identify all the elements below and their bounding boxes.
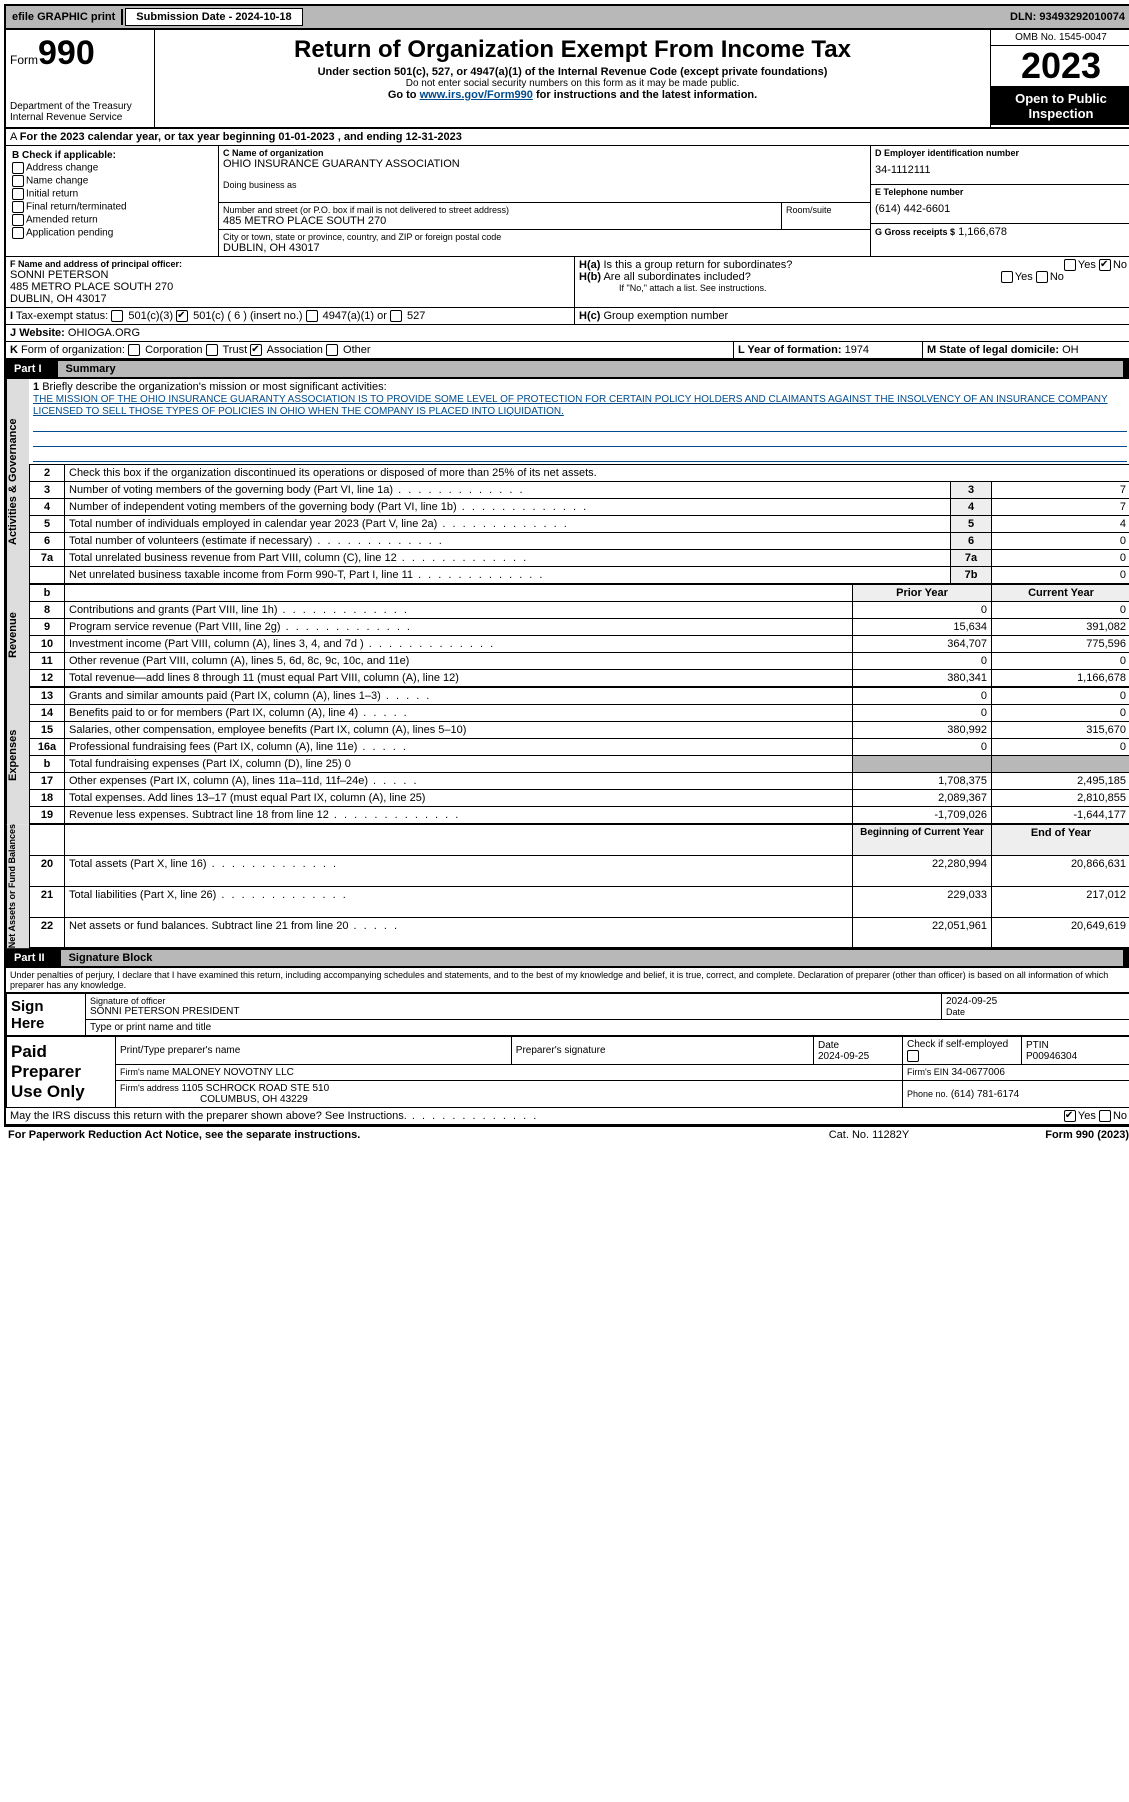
table-row: 16aProfessional fundraising fees (Part I…: [30, 739, 1129, 756]
table-row: 14Benefits paid to or for members (Part …: [30, 705, 1129, 722]
dept-treasury: Department of the Treasury: [10, 101, 150, 112]
section-k: K Form of organization: Corporation Trus…: [6, 342, 734, 358]
h-a: H(a) Is this a group return for subordin…: [579, 259, 1127, 271]
right-info: D Employer identification number 34-1112…: [870, 146, 1129, 256]
section-b: B Check if applicable: Address change Na…: [6, 146, 219, 256]
phone: (614) 442-6601: [875, 197, 1127, 221]
table-row: 9Program service revenue (Part VIII, lin…: [30, 619, 1129, 636]
sign-here: Sign Here Signature of officer SONNI PET…: [6, 993, 1129, 1036]
form-990: Form990 Department of the Treasury Inter…: [4, 30, 1129, 1127]
form-header: Form990 Department of the Treasury Inter…: [6, 30, 1129, 129]
part-1-header: Part I Summary: [6, 359, 1129, 379]
firm-phone: (614) 781-6174: [951, 1089, 1019, 1100]
part-2-header: Part II Signature Block: [6, 948, 1129, 968]
section-i: I Tax-exempt status: 501(c)(3) 501(c) ( …: [6, 308, 575, 324]
subtitle-2: Do not enter social security numbers on …: [163, 78, 982, 89]
subtitle-3: Go to www.irs.gov/Form990 for instructio…: [163, 89, 982, 101]
irs-label: Internal Revenue Service: [10, 112, 150, 123]
firm-name: MALONEY NOVOTNY LLC: [172, 1067, 294, 1078]
officer-sig: SONNI PETERSON PRESIDENT: [90, 1006, 937, 1017]
f-h-row: F Name and address of principal officer:…: [6, 257, 1129, 308]
table-row: bTotal fundraising expenses (Part IX, co…: [30, 756, 1129, 773]
opt-address[interactable]: Address change: [12, 162, 212, 174]
h-c: H(c) Group exemption number: [575, 308, 1129, 324]
entity-block: B Check if applicable: Address change Na…: [6, 146, 1129, 257]
open-public: Open to PublicInspection: [991, 87, 1129, 125]
irs-link[interactable]: www.irs.gov/Form990: [420, 89, 533, 101]
footer: For Paperwork Reduction Act Notice, see …: [4, 1127, 1129, 1143]
gov-lines: 2Check this box if the organization disc…: [29, 464, 1129, 584]
vert-governance: Activities & Governance: [6, 379, 29, 584]
vert-revenue: Revenue: [6, 584, 29, 687]
table-row: 22Net assets or fund balances. Subtract …: [30, 917, 1129, 948]
table-row: 13Grants and similar amounts paid (Part …: [30, 688, 1129, 705]
section-l: L Year of formation: 1974: [734, 342, 923, 358]
table-row: 12Total revenue—add lines 8 through 11 (…: [30, 670, 1129, 687]
paid-preparer: Paid Preparer Use Only Print/Type prepar…: [6, 1036, 1129, 1108]
opt-pending[interactable]: Application pending: [12, 227, 212, 239]
submission-date: Submission Date - 2024-10-18: [125, 8, 302, 26]
table-row: 15Salaries, other compensation, employee…: [30, 722, 1129, 739]
expenses-section: Expenses 13Grants and similar amounts pa…: [6, 687, 1129, 824]
sign-date: 2024-09-25: [946, 996, 1126, 1007]
form-number: Form990: [10, 34, 150, 73]
street: 485 METRO PLACE SOUTH 270: [223, 215, 777, 227]
efile-label: efile GRAPHIC print: [6, 9, 123, 25]
table-row: 21Total liabilities (Part X, line 26)229…: [30, 886, 1129, 917]
form-title: Return of Organization Exempt From Incom…: [163, 36, 982, 64]
table-row: 19Revenue less expenses. Subtract line 1…: [30, 807, 1129, 824]
firm-ein: 34-0677006: [952, 1067, 1005, 1078]
vert-expenses: Expenses: [6, 687, 29, 824]
discuss-row: May the IRS discuss this return with the…: [6, 1108, 1129, 1124]
officer-name: SONNI PETERSON: [10, 269, 570, 281]
vert-net: Net Assets or Fund Balances: [6, 824, 29, 948]
mission-text: THE MISSION OF THE OHIO INSURANCE GUARAN…: [33, 394, 1108, 417]
room-label: Room/suite: [786, 205, 866, 215]
table-row: 17Other expenses (Part IX, column (A), l…: [30, 773, 1129, 790]
section-m: M State of legal domicile: OH: [923, 342, 1129, 358]
gov-section: Activities & Governance 1 Briefly descri…: [6, 379, 1129, 584]
net-section: Net Assets or Fund Balances Beginning of…: [6, 824, 1129, 948]
table-row: 20Total assets (Part X, line 16)22,280,9…: [30, 855, 1129, 886]
line-a: A For the 2023 calendar year, or tax yea…: [6, 129, 466, 145]
table-row: 8Contributions and grants (Part VIII, li…: [30, 602, 1129, 619]
city: DUBLIN, OH 43017: [223, 242, 866, 254]
table-row: 10Investment income (Part VIII, column (…: [30, 636, 1129, 653]
table-row: 18Total expenses. Add lines 13–17 (must …: [30, 790, 1129, 807]
subtitle-1: Under section 501(c), 527, or 4947(a)(1)…: [163, 66, 982, 78]
section-j: J Website: OHIOGA.ORG: [6, 325, 1129, 341]
h-b: H(b) Are all subordinates included? Yes …: [579, 271, 1127, 283]
table-row: 11Other revenue (Part VIII, column (A), …: [30, 653, 1129, 670]
opt-initial[interactable]: Initial return: [12, 188, 212, 200]
ptin: P00946304: [1026, 1051, 1077, 1062]
dln: DLN: 93493292010074: [1004, 9, 1129, 25]
opt-amended[interactable]: Amended return: [12, 214, 212, 226]
opt-final[interactable]: Final return/terminated: [12, 201, 212, 213]
omb-number: OMB No. 1545-0047: [991, 30, 1129, 46]
org-name: OHIO INSURANCE GUARANTY ASSOCIATION: [223, 158, 866, 170]
gross-receipts: 1,166,678: [958, 226, 1007, 238]
ein: 34-1112111: [875, 158, 1127, 182]
revenue-section: Revenue b Prior Year Current Year 8Contr…: [6, 584, 1129, 687]
perjury-text: Under penalties of perjury, I declare th…: [6, 968, 1129, 993]
b-title: B Check if applicable:: [12, 150, 212, 161]
opt-name[interactable]: Name change: [12, 175, 212, 187]
top-bar: efile GRAPHIC print Submission Date - 20…: [4, 4, 1129, 30]
tax-year: 2023: [991, 46, 1129, 87]
section-c: C Name of organization OHIO INSURANCE GU…: [219, 146, 870, 203]
